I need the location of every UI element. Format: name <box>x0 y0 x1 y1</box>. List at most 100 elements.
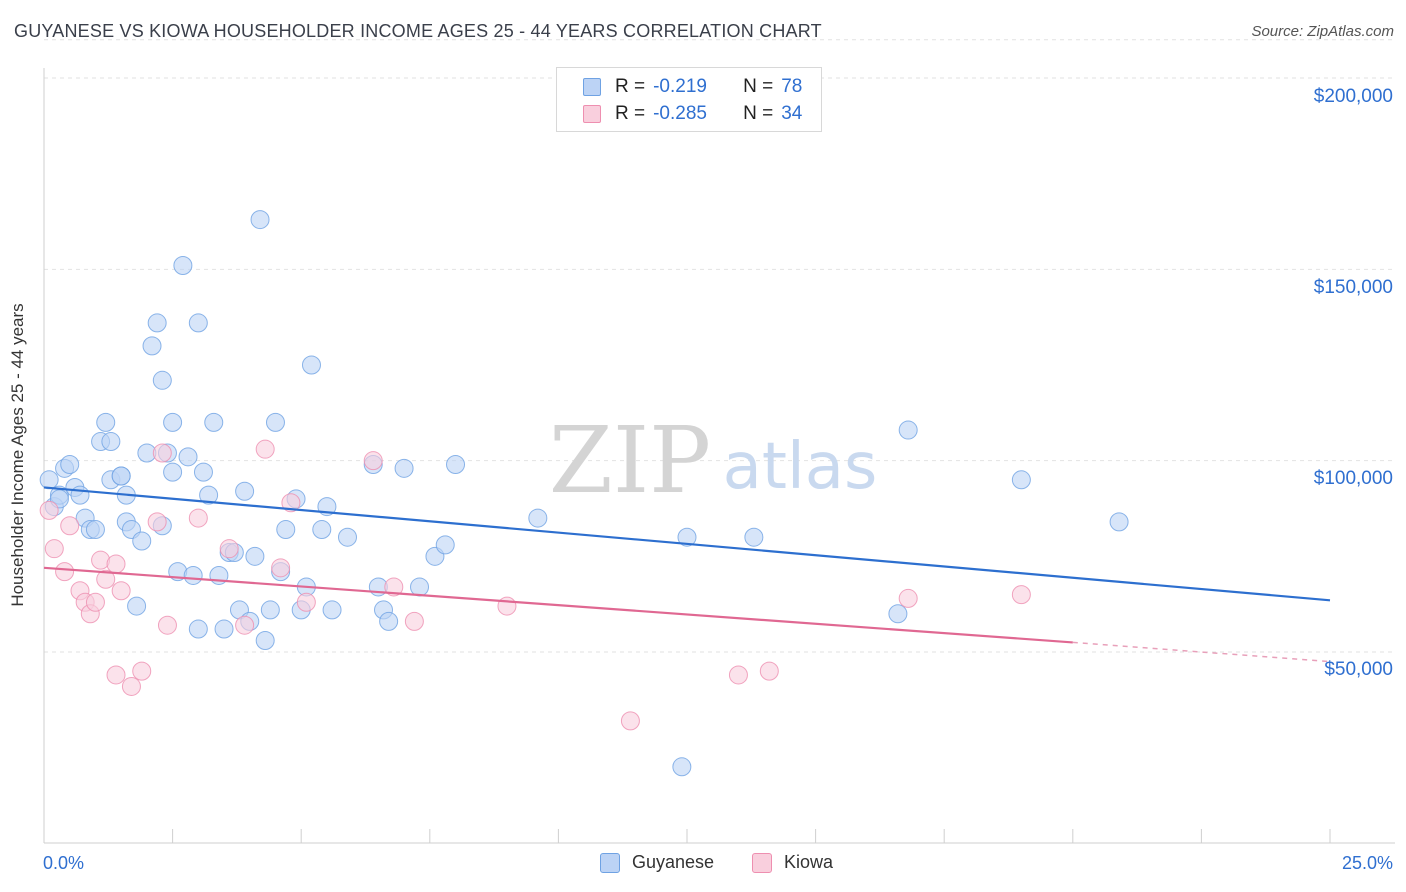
guyanese-swatch <box>583 78 601 96</box>
guyanese-point <box>163 412 183 432</box>
stats-box: R = -0.219 N = 78 R = -0.285 N = 34 <box>556 67 822 132</box>
guyanese-point <box>1011 470 1031 490</box>
stats-row-guyanese: R = -0.219 N = 78 <box>557 74 802 100</box>
guyanese-point <box>435 535 455 555</box>
guyanese-trend-line <box>43 486 1331 602</box>
guyanese-point <box>276 520 296 540</box>
guyanese-point <box>255 631 275 651</box>
guyanese-point <box>163 462 183 482</box>
kiowa-trend-line <box>43 566 1073 644</box>
guyanese-point <box>446 454 466 474</box>
guyanese-point <box>183 565 203 585</box>
kiowa-point <box>235 615 255 635</box>
n-label: N = <box>743 76 774 97</box>
guyanese-point <box>744 527 764 547</box>
y-tick-label-150k: $150,000 <box>1313 277 1393 298</box>
guyanese-point <box>235 481 255 501</box>
guyanese-point <box>188 619 208 639</box>
kiowa-point <box>255 439 275 459</box>
watermark-zip: ZIP <box>549 407 711 514</box>
guyanese-point <box>204 412 224 432</box>
guyanese-point <box>265 412 285 432</box>
kiowa-point <box>39 500 59 520</box>
guyanese-legend-swatch <box>600 852 620 873</box>
x-tick-label-min: 0.0% <box>43 853 85 873</box>
kiowa-point <box>384 577 404 597</box>
kiowa-point <box>898 588 918 608</box>
trend-lines <box>43 486 1331 663</box>
kiowa-point <box>497 596 517 616</box>
kiowa-point <box>281 493 301 513</box>
kiowa-point <box>1011 585 1031 605</box>
source-label: Source: ZipAtlas.com <box>1251 23 1394 40</box>
kiowa-point <box>620 711 640 731</box>
guyanese-point <box>142 336 162 356</box>
axes <box>43 68 1395 844</box>
guyanese-point <box>96 412 116 432</box>
guyanese-point <box>312 520 332 540</box>
guyanese-point <box>60 454 80 474</box>
legend-item-guyanese[interactable]: Guyanese <box>600 852 714 873</box>
guyanese-point <box>147 313 167 333</box>
guyanese-point <box>1109 512 1129 532</box>
guyanese-point <box>379 611 399 631</box>
series-kiowa <box>39 439 1031 731</box>
legend: Guyanese Kiowa <box>0 852 1406 878</box>
kiowa-point <box>106 554 126 574</box>
guyanese-point <box>260 600 280 620</box>
kiowa-point <box>404 611 424 631</box>
watermark-atlas: atlas <box>723 430 878 504</box>
kiowa-point <box>157 615 177 635</box>
y-tick-label-100k: $100,000 <box>1313 468 1393 489</box>
y-tick-label-200k: $200,000 <box>1313 86 1393 107</box>
data-points <box>39 210 1129 777</box>
y-tick-label-50k: $50,000 <box>1324 659 1393 680</box>
kiowa-point <box>152 443 172 463</box>
guyanese-point <box>193 462 213 482</box>
kiowa-point <box>55 562 75 582</box>
kiowa-point <box>759 661 779 681</box>
guyanese-point <box>85 520 105 540</box>
guyanese-point <box>178 447 198 467</box>
kiowa-point <box>728 665 748 685</box>
legend-label: Kiowa <box>784 852 834 872</box>
guyanese-point <box>111 466 131 486</box>
r-value: -0.285 <box>653 103 707 124</box>
y-axis-label: Householder Income Ages 25 - 44 years <box>8 303 27 607</box>
kiowa-point <box>147 512 167 532</box>
n-label: N = <box>743 103 774 124</box>
guyanese-point <box>888 604 908 624</box>
kiowa-point <box>296 592 316 612</box>
kiowa-point <box>85 592 105 612</box>
guyanese-point <box>245 546 265 566</box>
legend-item-kiowa[interactable]: Kiowa <box>752 852 833 873</box>
guyanese-point <box>898 420 918 440</box>
guyanese-point <box>337 527 357 547</box>
stats-row-kiowa: R = -0.285 N = 34 <box>557 101 802 127</box>
guyanese-point <box>39 470 59 490</box>
guyanese-point <box>199 485 219 505</box>
guyanese-point <box>672 757 692 777</box>
kiowa-trend-extension <box>1072 641 1331 663</box>
guyanese-point <box>528 508 548 528</box>
kiowa-point <box>44 539 64 559</box>
kiowa-point <box>106 665 126 685</box>
x-tick-label-max: 25.0% <box>1341 853 1393 873</box>
kiowa-point <box>60 516 80 536</box>
r-label: R = <box>615 103 646 124</box>
guyanese-point <box>301 355 321 375</box>
kiowa-point <box>132 661 152 681</box>
n-value: 78 <box>781 76 803 97</box>
guyanese-point <box>214 619 234 639</box>
guyanese-point <box>322 600 342 620</box>
kiowa-point <box>96 569 116 589</box>
guyanese-point <box>132 531 152 551</box>
guyanese-point <box>70 485 90 505</box>
guyanese-point <box>127 596 147 616</box>
guyanese-point <box>394 458 414 478</box>
kiowa-swatch <box>583 105 601 123</box>
chart-title: GUYANESE VS KIOWA HOUSEHOLDER INCOME AGE… <box>14 21 822 41</box>
guyanese-point <box>410 577 430 597</box>
guyanese-point <box>173 256 193 276</box>
kiowa-point <box>121 676 141 696</box>
